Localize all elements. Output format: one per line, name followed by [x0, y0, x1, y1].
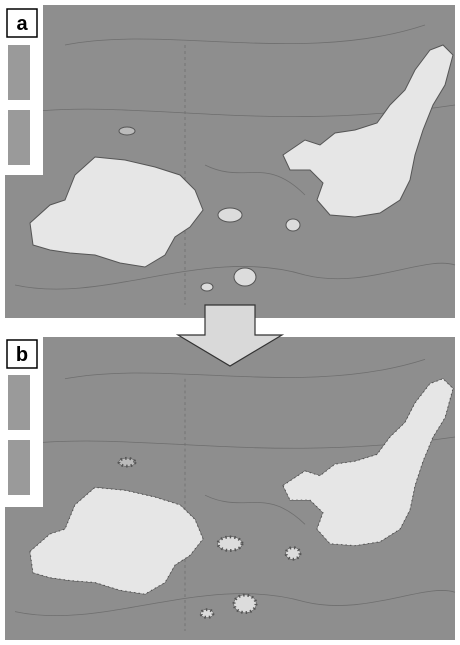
inset — [8, 110, 30, 165]
figure: a b — [0, 0, 460, 645]
inset — [8, 375, 30, 430]
panel-label: b — [16, 344, 28, 366]
inset — [8, 45, 30, 100]
page: {"panels": [{"label": "a"}, {"label": "b… — [0, 0, 460, 645]
panel-label: a — [16, 13, 28, 35]
panel-a: a — [5, 5, 455, 318]
inset — [8, 440, 30, 495]
panel-b: b — [5, 337, 455, 640]
